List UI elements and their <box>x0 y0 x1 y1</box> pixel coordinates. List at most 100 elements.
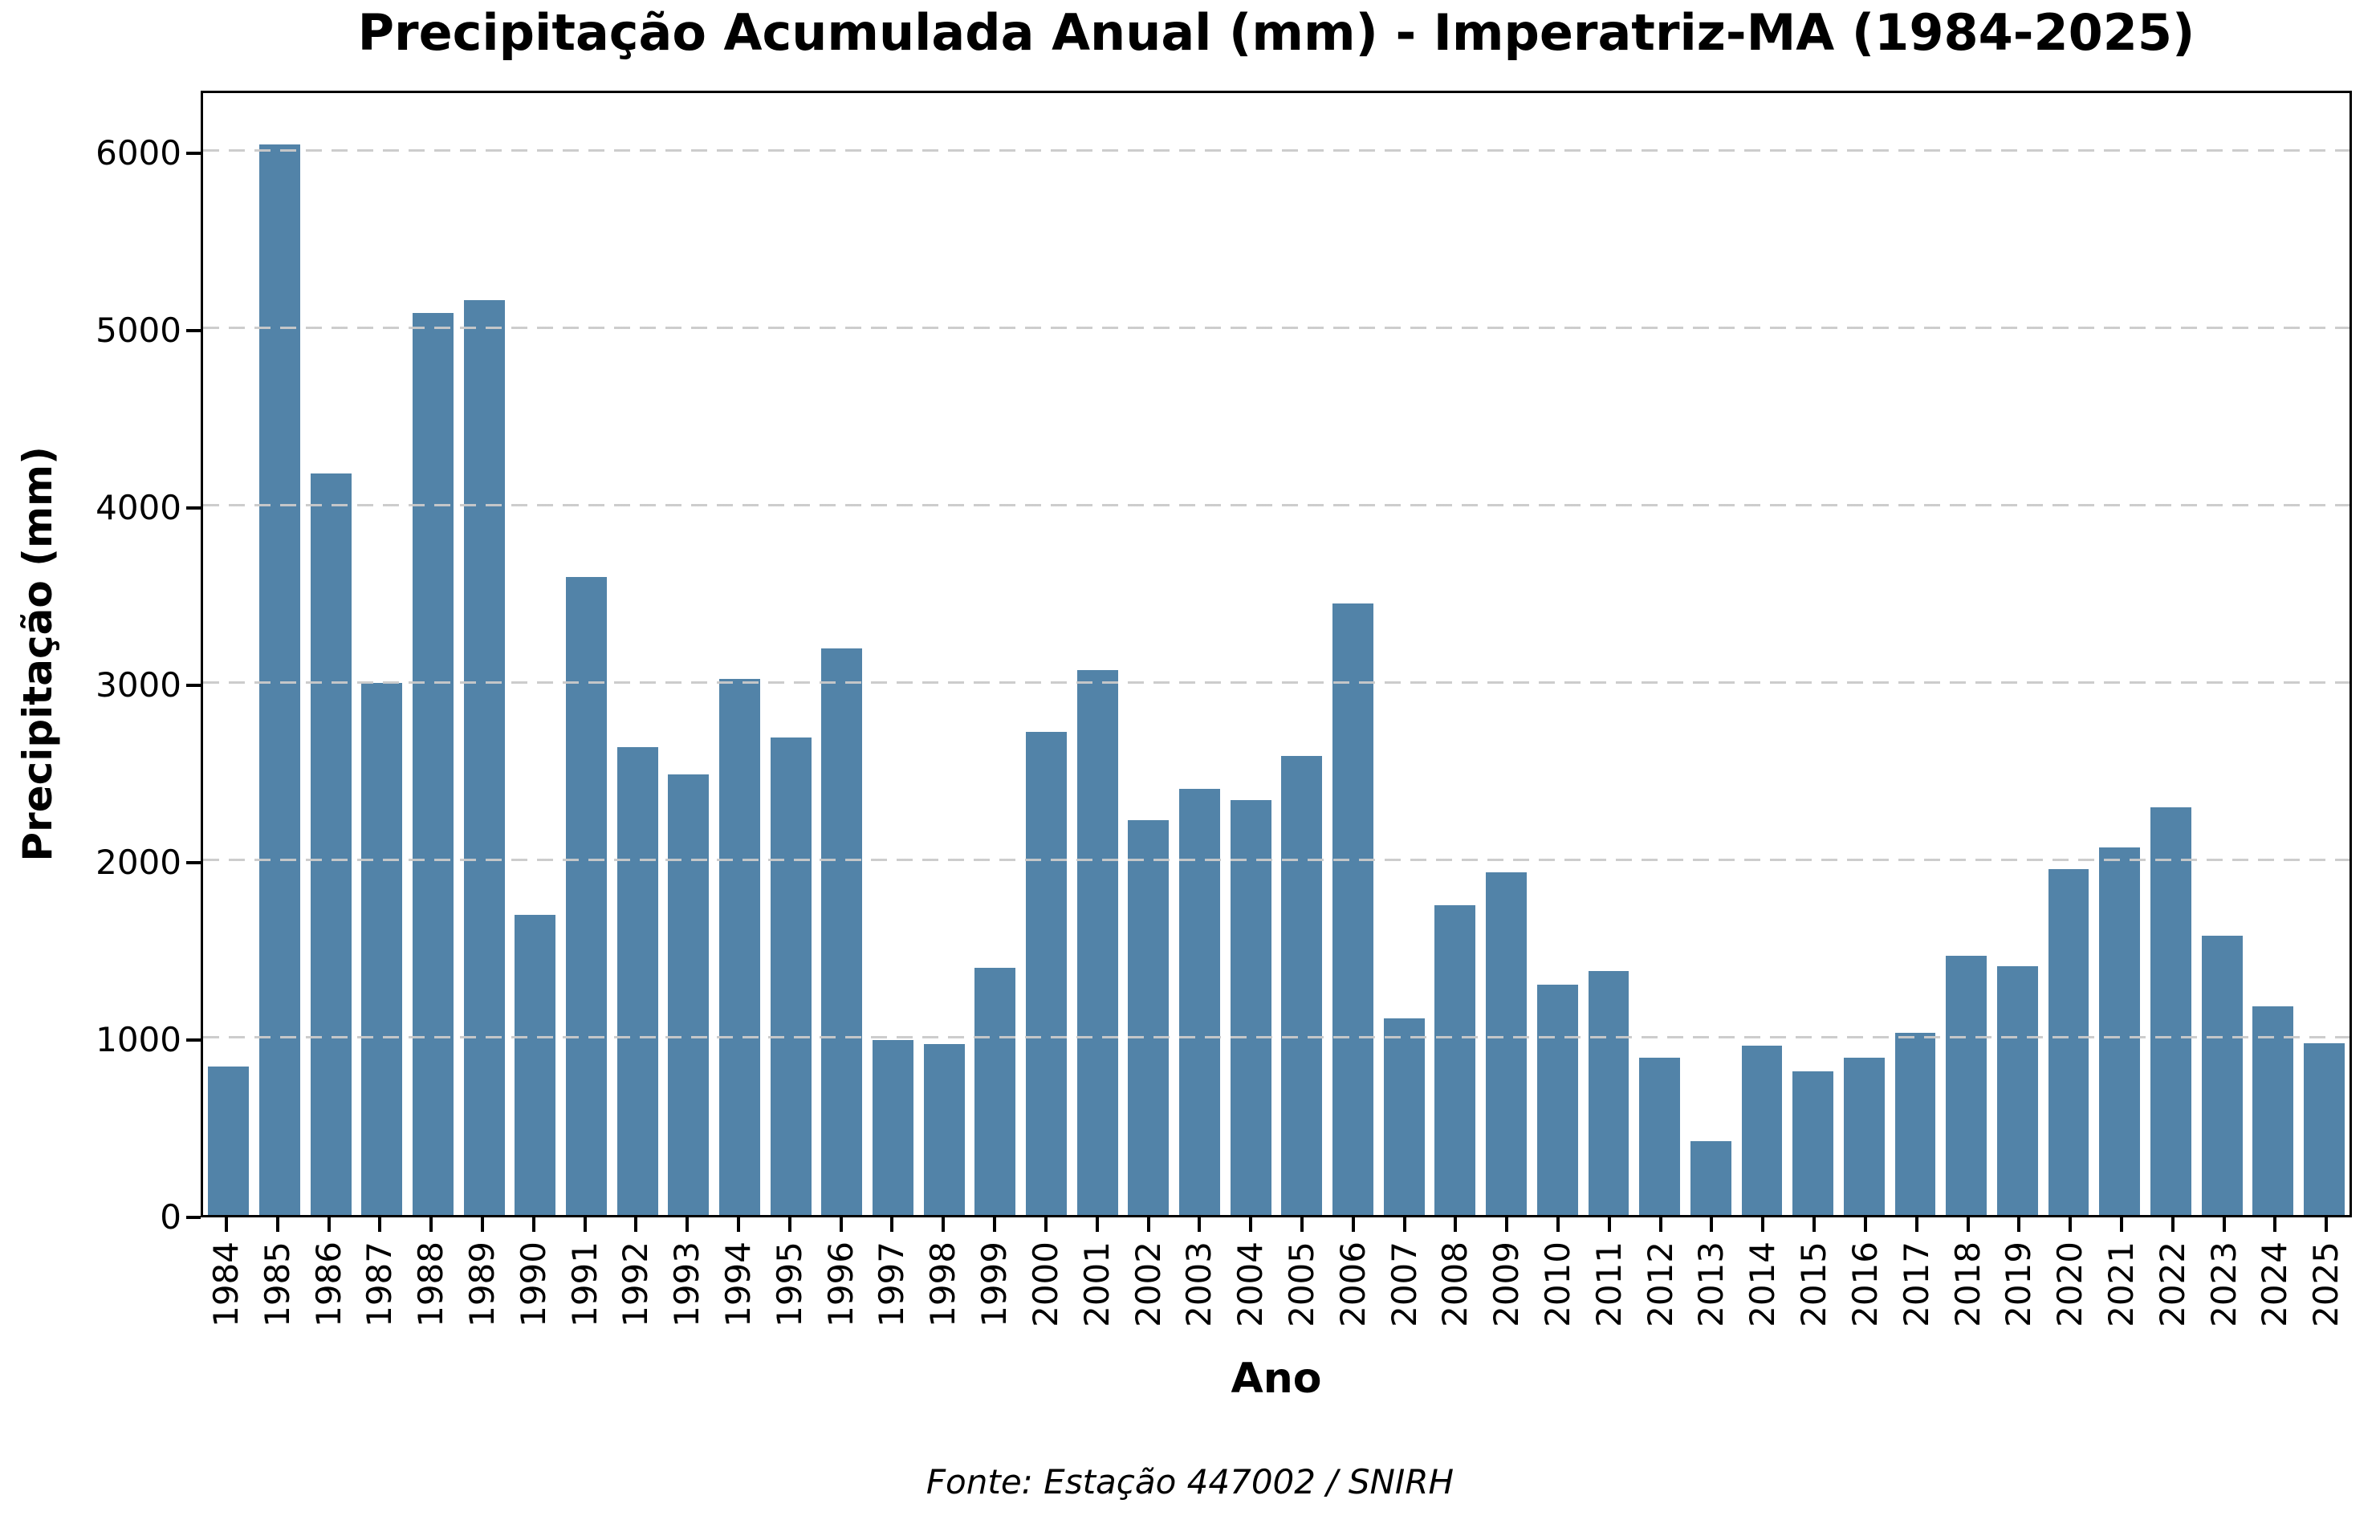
x-tick-label-slot-2006: 2006 <box>1328 1241 1379 1327</box>
bar-2005 <box>1281 756 1323 1215</box>
bar-2019 <box>1996 965 2038 1215</box>
x-tick-slot-2016 <box>1840 1217 1891 1233</box>
y-tick-label-2000: 2000 <box>96 843 181 883</box>
source-note: Fonte: Estação 447002 / SNIRH <box>926 1462 1454 1501</box>
x-tick-mark-2003 <box>1198 1217 1202 1232</box>
bar-slot-1994 <box>714 93 766 1215</box>
x-tick-label-slot-2017: 2017 <box>1891 1241 1943 1327</box>
x-tick-mark-2020 <box>2069 1217 2073 1232</box>
x-tick-label-slot-2015: 2015 <box>1788 1241 1840 1327</box>
x-tick-label-slot-2023: 2023 <box>2199 1241 2250 1327</box>
x-tick-slot-2015 <box>1788 1217 1840 1233</box>
bar-2021 <box>2099 847 2141 1215</box>
bar-slot-1990 <box>510 93 561 1215</box>
bar-slot-1989 <box>458 93 510 1215</box>
x-tick-label-2014: 2014 <box>1743 1241 1783 1327</box>
x-tick-slot-1985 <box>252 1217 303 1233</box>
y-tick-mark-0 <box>186 1216 201 1219</box>
bar-1987 <box>361 682 403 1215</box>
x-tick-label-slot-1985: 1985 <box>252 1241 303 1327</box>
x-tick-label-1986: 1986 <box>308 1241 348 1327</box>
x-tick-label-slot-2014: 2014 <box>1737 1241 1788 1327</box>
bar-2000 <box>1026 732 1068 1215</box>
x-tick-mark-2006 <box>1351 1217 1355 1232</box>
x-tick-mark-1990 <box>531 1217 535 1232</box>
x-tick-label-slot-2025: 2025 <box>2301 1241 2352 1327</box>
bar-1993 <box>668 774 710 1215</box>
x-tick-mark-1984 <box>224 1217 228 1232</box>
x-tick-label-slot-2019: 2019 <box>1993 1241 2044 1327</box>
x-tick-mark-2023 <box>2222 1217 2226 1232</box>
y-tick-label-1000: 1000 <box>96 1020 181 1060</box>
x-tick-slot-2002 <box>1123 1217 1174 1233</box>
bar-2024 <box>2252 1006 2294 1215</box>
bar-2002 <box>1128 820 1170 1215</box>
x-tick-mark-2005 <box>1300 1217 1304 1232</box>
bar-slot-1997 <box>868 93 919 1215</box>
x-axis-tick-labels: 1984 1985 1986 1987 1988 1989 1990 1991 1992 1993… <box>201 1241 2352 1327</box>
x-tick-slot-2024 <box>2250 1217 2301 1233</box>
x-tick-label-1989: 1989 <box>462 1241 502 1327</box>
x-tick-slot-2006 <box>1328 1217 1379 1233</box>
x-tick-label-2019: 2019 <box>1999 1241 2039 1327</box>
x-tick-label-2018: 2018 <box>1947 1241 1987 1327</box>
bar-series <box>203 93 2349 1215</box>
bar-2013 <box>1690 1140 1731 1215</box>
bar-slot-2006 <box>1328 93 1379 1215</box>
x-tick-mark-1999 <box>993 1217 997 1232</box>
bar-2016 <box>1843 1058 1885 1215</box>
bar-slot-2015 <box>1788 93 1839 1215</box>
x-tick-slot-2021 <box>2096 1217 2147 1233</box>
bar-2014 <box>1741 1045 1783 1215</box>
x-tick-mark-1985 <box>275 1217 279 1232</box>
x-tick-mark-2019 <box>2017 1217 2021 1232</box>
x-tick-mark-2010 <box>1556 1217 1560 1232</box>
x-tick-slot-1999 <box>969 1217 1020 1233</box>
x-tick-label-slot-1991: 1991 <box>559 1241 611 1327</box>
x-tick-label-slot-2013: 2013 <box>1686 1241 1738 1327</box>
x-tick-label-1984: 1984 <box>205 1241 246 1327</box>
x-tick-label-slot-1997: 1997 <box>867 1241 918 1327</box>
x-tick-mark-2017 <box>1914 1217 1918 1232</box>
bar-slot-1996 <box>816 93 868 1215</box>
x-tick-label-2013: 2013 <box>1691 1241 1731 1327</box>
x-tick-mark-2004 <box>1249 1217 1253 1232</box>
bar-slot-2010 <box>1532 93 1583 1215</box>
x-tick-label-slot-2001: 2001 <box>1072 1241 1123 1327</box>
y-tick-label-6000: 6000 <box>96 133 181 173</box>
x-tick-mark-2011 <box>1607 1217 1611 1232</box>
x-tick-label-slot-1992: 1992 <box>611 1241 662 1327</box>
x-tick-mark-2016 <box>1863 1217 1867 1232</box>
x-tick-label-slot-2008: 2008 <box>1430 1241 1482 1327</box>
x-tick-slot-1984 <box>201 1217 252 1233</box>
x-tick-label-1993: 1993 <box>667 1241 707 1327</box>
x-tick-label-2000: 2000 <box>1025 1241 1065 1327</box>
bar-slot-1986 <box>305 93 356 1215</box>
bar-slot-2018 <box>1941 93 1992 1215</box>
bar-1990 <box>515 915 556 1215</box>
bar-slot-1999 <box>970 93 1021 1215</box>
bar-slot-1984 <box>203 93 254 1215</box>
x-tick-label-slot-2007: 2007 <box>1379 1241 1430 1327</box>
bar-1986 <box>310 473 352 1215</box>
x-tick-mark-2007 <box>1402 1217 1406 1232</box>
bar-slot-1995 <box>765 93 816 1215</box>
x-tick-label-2006: 2006 <box>1332 1241 1373 1327</box>
bar-2006 <box>1332 603 1374 1215</box>
x-tick-label-2022: 2022 <box>2152 1241 2192 1327</box>
x-tick-label-slot-2024: 2024 <box>2250 1241 2301 1327</box>
plot-area <box>201 91 2352 1217</box>
bar-1999 <box>974 968 1016 1215</box>
x-tick-label-slot-2004: 2004 <box>1225 1241 1276 1327</box>
x-tick-label-2024: 2024 <box>2255 1241 2295 1327</box>
bar-slot-2019 <box>1992 93 2044 1215</box>
x-tick-mark-2001 <box>1095 1217 1099 1232</box>
bar-1989 <box>463 300 505 1215</box>
x-tick-label-slot-1989: 1989 <box>457 1241 508 1327</box>
bar-slot-1988 <box>408 93 459 1215</box>
x-tick-mark-1991 <box>583 1217 587 1232</box>
x-tick-label-2021: 2021 <box>2101 1241 2141 1327</box>
x-tick-label-2015: 2015 <box>1794 1241 1834 1327</box>
x-tick-label-slot-2010: 2010 <box>1532 1241 1584 1327</box>
x-tick-slot-2014 <box>1737 1217 1788 1233</box>
